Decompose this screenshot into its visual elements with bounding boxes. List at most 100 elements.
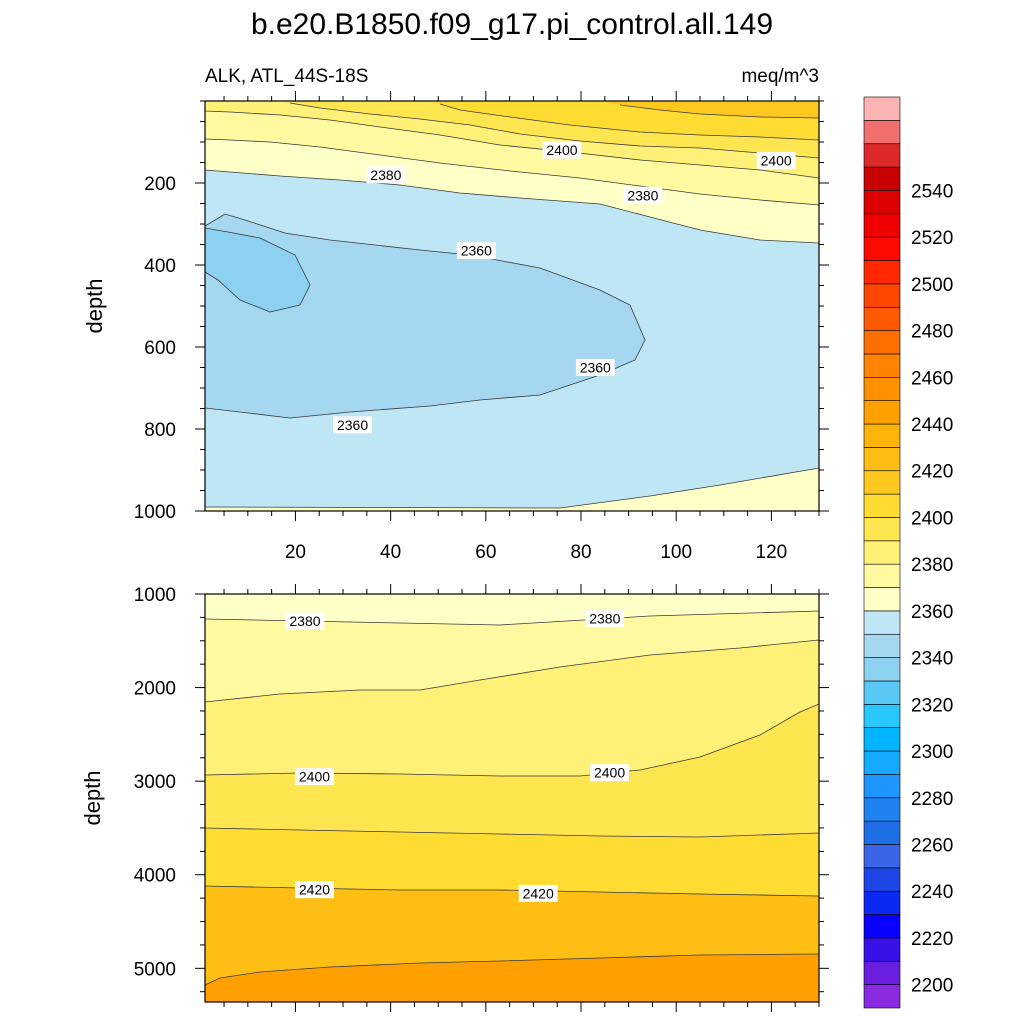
colorbar-box (863, 704, 901, 728)
colorbar-box (863, 727, 901, 752)
colorbar-box (863, 470, 901, 495)
upper-y-tick-label: 1000 (134, 502, 176, 523)
colorbar-label: 2320 (911, 695, 953, 716)
colorbar-box (863, 610, 901, 635)
fill-2330-2340 (205, 228, 310, 312)
colorbar-label: 2440 (911, 415, 953, 436)
upper-x-tick-label: 20 (285, 542, 306, 563)
colorbar-label: 2460 (911, 368, 953, 389)
upper-y-tick-label: 800 (144, 420, 176, 441)
contour-label-box (623, 186, 663, 204)
colorbar-box (863, 960, 901, 985)
lower-plot-frame (204, 593, 820, 1003)
colorbar-box (863, 680, 901, 705)
colorbar-box (863, 330, 901, 355)
lower-contour-labels: 2380 2380 2400 2400 2420 2420 (285, 609, 629, 902)
upper-x-tick-label: 60 (475, 542, 496, 563)
colorbar-label: 2420 (911, 462, 953, 483)
contour-label: 2420 (523, 885, 554, 901)
lower-y-tick-label: 2000 (134, 679, 176, 700)
colorbar-box (863, 937, 901, 962)
colorbar-label: 2280 (911, 789, 953, 810)
colorbar-box (863, 143, 901, 168)
colorbar-box (863, 400, 901, 425)
contour-label-box (295, 881, 334, 899)
contour-label-box (366, 166, 406, 184)
colorbar-box (863, 797, 901, 822)
colorbar-box (863, 890, 901, 915)
colorbar-box (863, 447, 901, 472)
colorbar-labels: 2200 2220 2240 2260 2280 2300 2320 2340 2360 2380… (911, 181, 953, 996)
upper-y-tick-label: 400 (144, 256, 176, 277)
colorbar-box (863, 423, 901, 448)
colorbar-box (863, 96, 901, 121)
colorbar-box (863, 984, 901, 1009)
colorbar-box (863, 633, 901, 658)
contour-label: 2400 (594, 765, 625, 781)
colorbar-box (863, 563, 901, 588)
colorbar-box (863, 120, 901, 145)
colorbar-box (863, 236, 901, 261)
contour-label: 2420 (299, 882, 330, 898)
upper-x-tick-label: 120 (756, 542, 788, 563)
contour-label: 2360 (337, 417, 368, 433)
upper-panel: 2400 2400 2380 2380 2360 2360 2360 20 40 60 80 100… (82, 91, 829, 563)
colorbar-label: 2220 (911, 929, 953, 950)
colorbar-box (863, 283, 901, 308)
colorbar-label: 2480 (911, 322, 953, 343)
colorbar-box (863, 844, 901, 869)
colorbar-box (863, 493, 901, 518)
colorbar-box (863, 774, 901, 799)
colorbar-label: 2360 (911, 602, 953, 623)
colorbar-boxes (863, 96, 901, 1009)
colorbar-label: 2340 (911, 649, 953, 670)
contour-label: 2400 (761, 152, 792, 168)
fill-bottom-2360-2370 (205, 468, 819, 511)
contour-label-box (575, 359, 615, 376)
colorbar-label: 2380 (911, 555, 953, 576)
contour-label: 2380 (589, 610, 620, 626)
colorbar-label: 2200 (911, 976, 953, 997)
upper-contour-labels: 2400 2400 2380 2380 2360 2360 2360 (333, 141, 796, 434)
lower-ticks: 1000 2000 3000 4000 5000 (134, 584, 829, 1012)
upper-x-tick-label: 100 (660, 542, 692, 563)
colorbar-box (863, 213, 901, 238)
colorbar-box (863, 166, 901, 191)
colorbar-box (863, 657, 901, 682)
colorbar-box (863, 353, 901, 378)
contour-label: 2380 (627, 187, 658, 203)
contour-label-box (585, 609, 625, 627)
upper-y-axis-label: depth (82, 278, 107, 333)
lower-y-tick-label: 3000 (134, 772, 176, 793)
colorbar-box (863, 750, 901, 775)
contour-label: 2400 (299, 768, 330, 784)
lower-y-tick-label: 5000 (134, 959, 176, 980)
colorbar-label: 2540 (911, 181, 953, 202)
colorbar: 2200 2220 2240 2260 2280 2300 2320 2340 2360 2380… (863, 96, 953, 1009)
lower-y-tick-label: 1000 (134, 585, 176, 606)
upper-x-tick-label: 40 (380, 542, 401, 563)
upper-contour-lines (205, 102, 819, 509)
fill-2340-2350 (205, 214, 645, 418)
units-label: meq/m^3 (741, 66, 819, 87)
contour-label-box (285, 612, 325, 630)
colorbar-box (863, 820, 901, 845)
upper-x-tick-label: 80 (570, 542, 591, 563)
contour-label-box (756, 151, 796, 169)
contour-label-box (456, 242, 496, 260)
contour-label-box (295, 767, 334, 785)
colorbar-label: 2520 (911, 228, 953, 249)
colorbar-box (863, 517, 901, 542)
contour-label: 2360 (461, 243, 492, 259)
lower-panel: 2380 2380 2400 2400 2420 2420 1000 2000 3000 400… (80, 584, 829, 1012)
colorbar-label: 2240 (911, 882, 953, 903)
colorbar-label: 2400 (911, 508, 953, 529)
colorbar-label: 2260 (911, 835, 953, 856)
colorbar-box (863, 540, 901, 565)
lower-y-tick-label: 4000 (134, 866, 176, 887)
contour-label: 2400 (546, 142, 577, 158)
colorbar-box (863, 306, 901, 331)
colorbar-box (863, 867, 901, 892)
contour-label: 2360 (580, 360, 611, 376)
colorbar-box (863, 260, 901, 285)
